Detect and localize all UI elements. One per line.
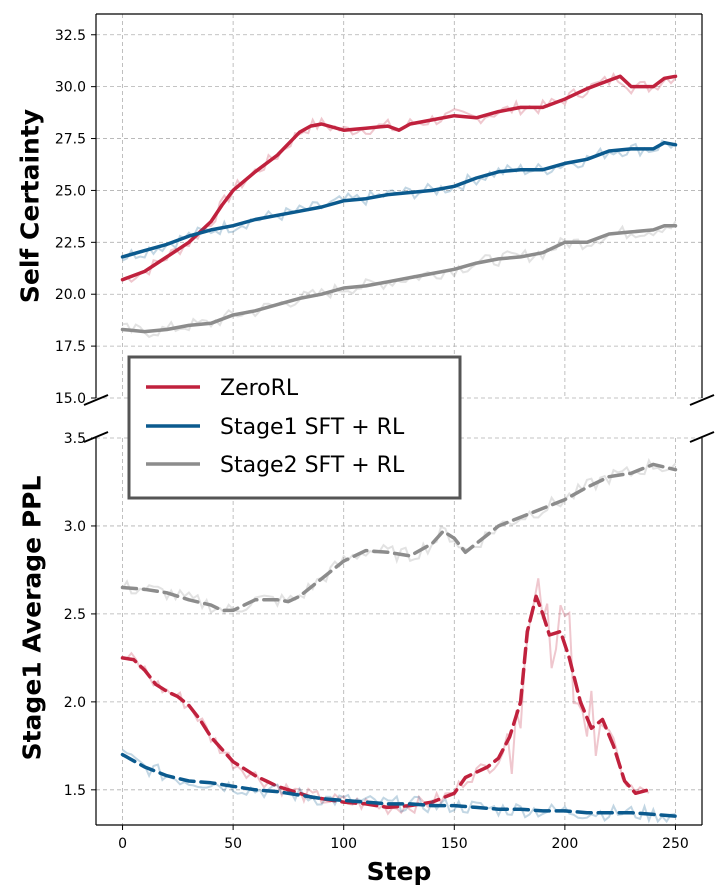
xtick-label-150: 150: [441, 836, 468, 852]
bottom-panel: 1.5 2.0 2.5 3.0 3.5 0 50 100 150 200 250 Stage1 A…: [18, 431, 703, 886]
bottom-ytick-label-3.5: 3.5: [64, 431, 86, 447]
break-mark-top-left: [83, 394, 109, 406]
xtick-label-200: 200: [552, 836, 579, 852]
top-line-stage2-sft-rl: [120, 223, 678, 334]
top-y-axis-label: Self Certainty: [16, 109, 45, 303]
xtick-label-250: 250: [662, 836, 689, 852]
top-line-zerorl: [120, 74, 678, 282]
top-ytick-label-17.5: 17.5: [55, 339, 86, 355]
bottom-y-ticks: 1.5 2.0 2.5 3.0 3.5: [64, 431, 96, 799]
top-ytick-label-25.0: 25.0: [55, 183, 86, 199]
top-ytick-label-22.5: 22.5: [55, 235, 86, 251]
top-ytick-label-32.5: 32.5: [55, 28, 86, 44]
top-ytick-label-30.0: 30.0: [55, 80, 86, 96]
bottom-ytick-label-3.0: 3.0: [64, 519, 86, 535]
break-mark-bottom-left: [83, 431, 109, 443]
top-series: [120, 72, 678, 339]
bottom-raw-zerorl: [122, 578, 650, 816]
top-ytick-label-20.0: 20.0: [55, 287, 86, 303]
bottom-line-stage1-sft-rl: [120, 752, 678, 818]
bottom-ytick-label-2.5: 2.5: [64, 607, 86, 623]
bottom-y-axis-label: Stage1 Average PPL: [18, 476, 47, 761]
bottom-ytick-label-1.5: 1.5: [64, 783, 86, 799]
break-mark-top-right: [689, 394, 715, 406]
legend-label-stage1: Stage1 SFT + RL: [220, 415, 405, 440]
top-ytick-label-27.5: 27.5: [55, 132, 86, 148]
x-ticks: 0 50 100 150 200 250: [118, 825, 689, 852]
break-mark-bottom-right: [689, 431, 715, 443]
x-axis-label: Step: [367, 857, 432, 886]
xtick-label-50: 50: [224, 836, 242, 852]
bottom-series: [120, 457, 678, 824]
bottom-line-stage2-sft-rl: [120, 462, 678, 613]
top-panel: 15.0 17.5 20.0 22.5 25.0 27.5 30.0 32.5 Self Ce…: [16, 13, 703, 407]
legend-label-zerorl: ZeroRL: [220, 376, 299, 401]
top-ytick-label-15.0: 15.0: [55, 391, 86, 407]
top-y-ticks: 15.0 17.5 20.0 22.5 25.0 27.5 30.0 32.5: [55, 28, 96, 407]
legend-label-stage2: Stage2 SFT + RL: [220, 453, 405, 478]
top-grid: [96, 14, 702, 399]
bottom-ytick-label-2.0: 2.0: [64, 695, 86, 711]
legend: ZeroRL Stage1 SFT + RL Stage2 SFT + RL: [127, 355, 462, 500]
bottom-line-zerorl: [120, 594, 651, 810]
xtick-label-100: 100: [330, 836, 357, 852]
xtick-label-0: 0: [118, 836, 127, 852]
top-line-stage1-sft-rl: [120, 140, 678, 259]
axis-break-marks: [83, 394, 715, 443]
